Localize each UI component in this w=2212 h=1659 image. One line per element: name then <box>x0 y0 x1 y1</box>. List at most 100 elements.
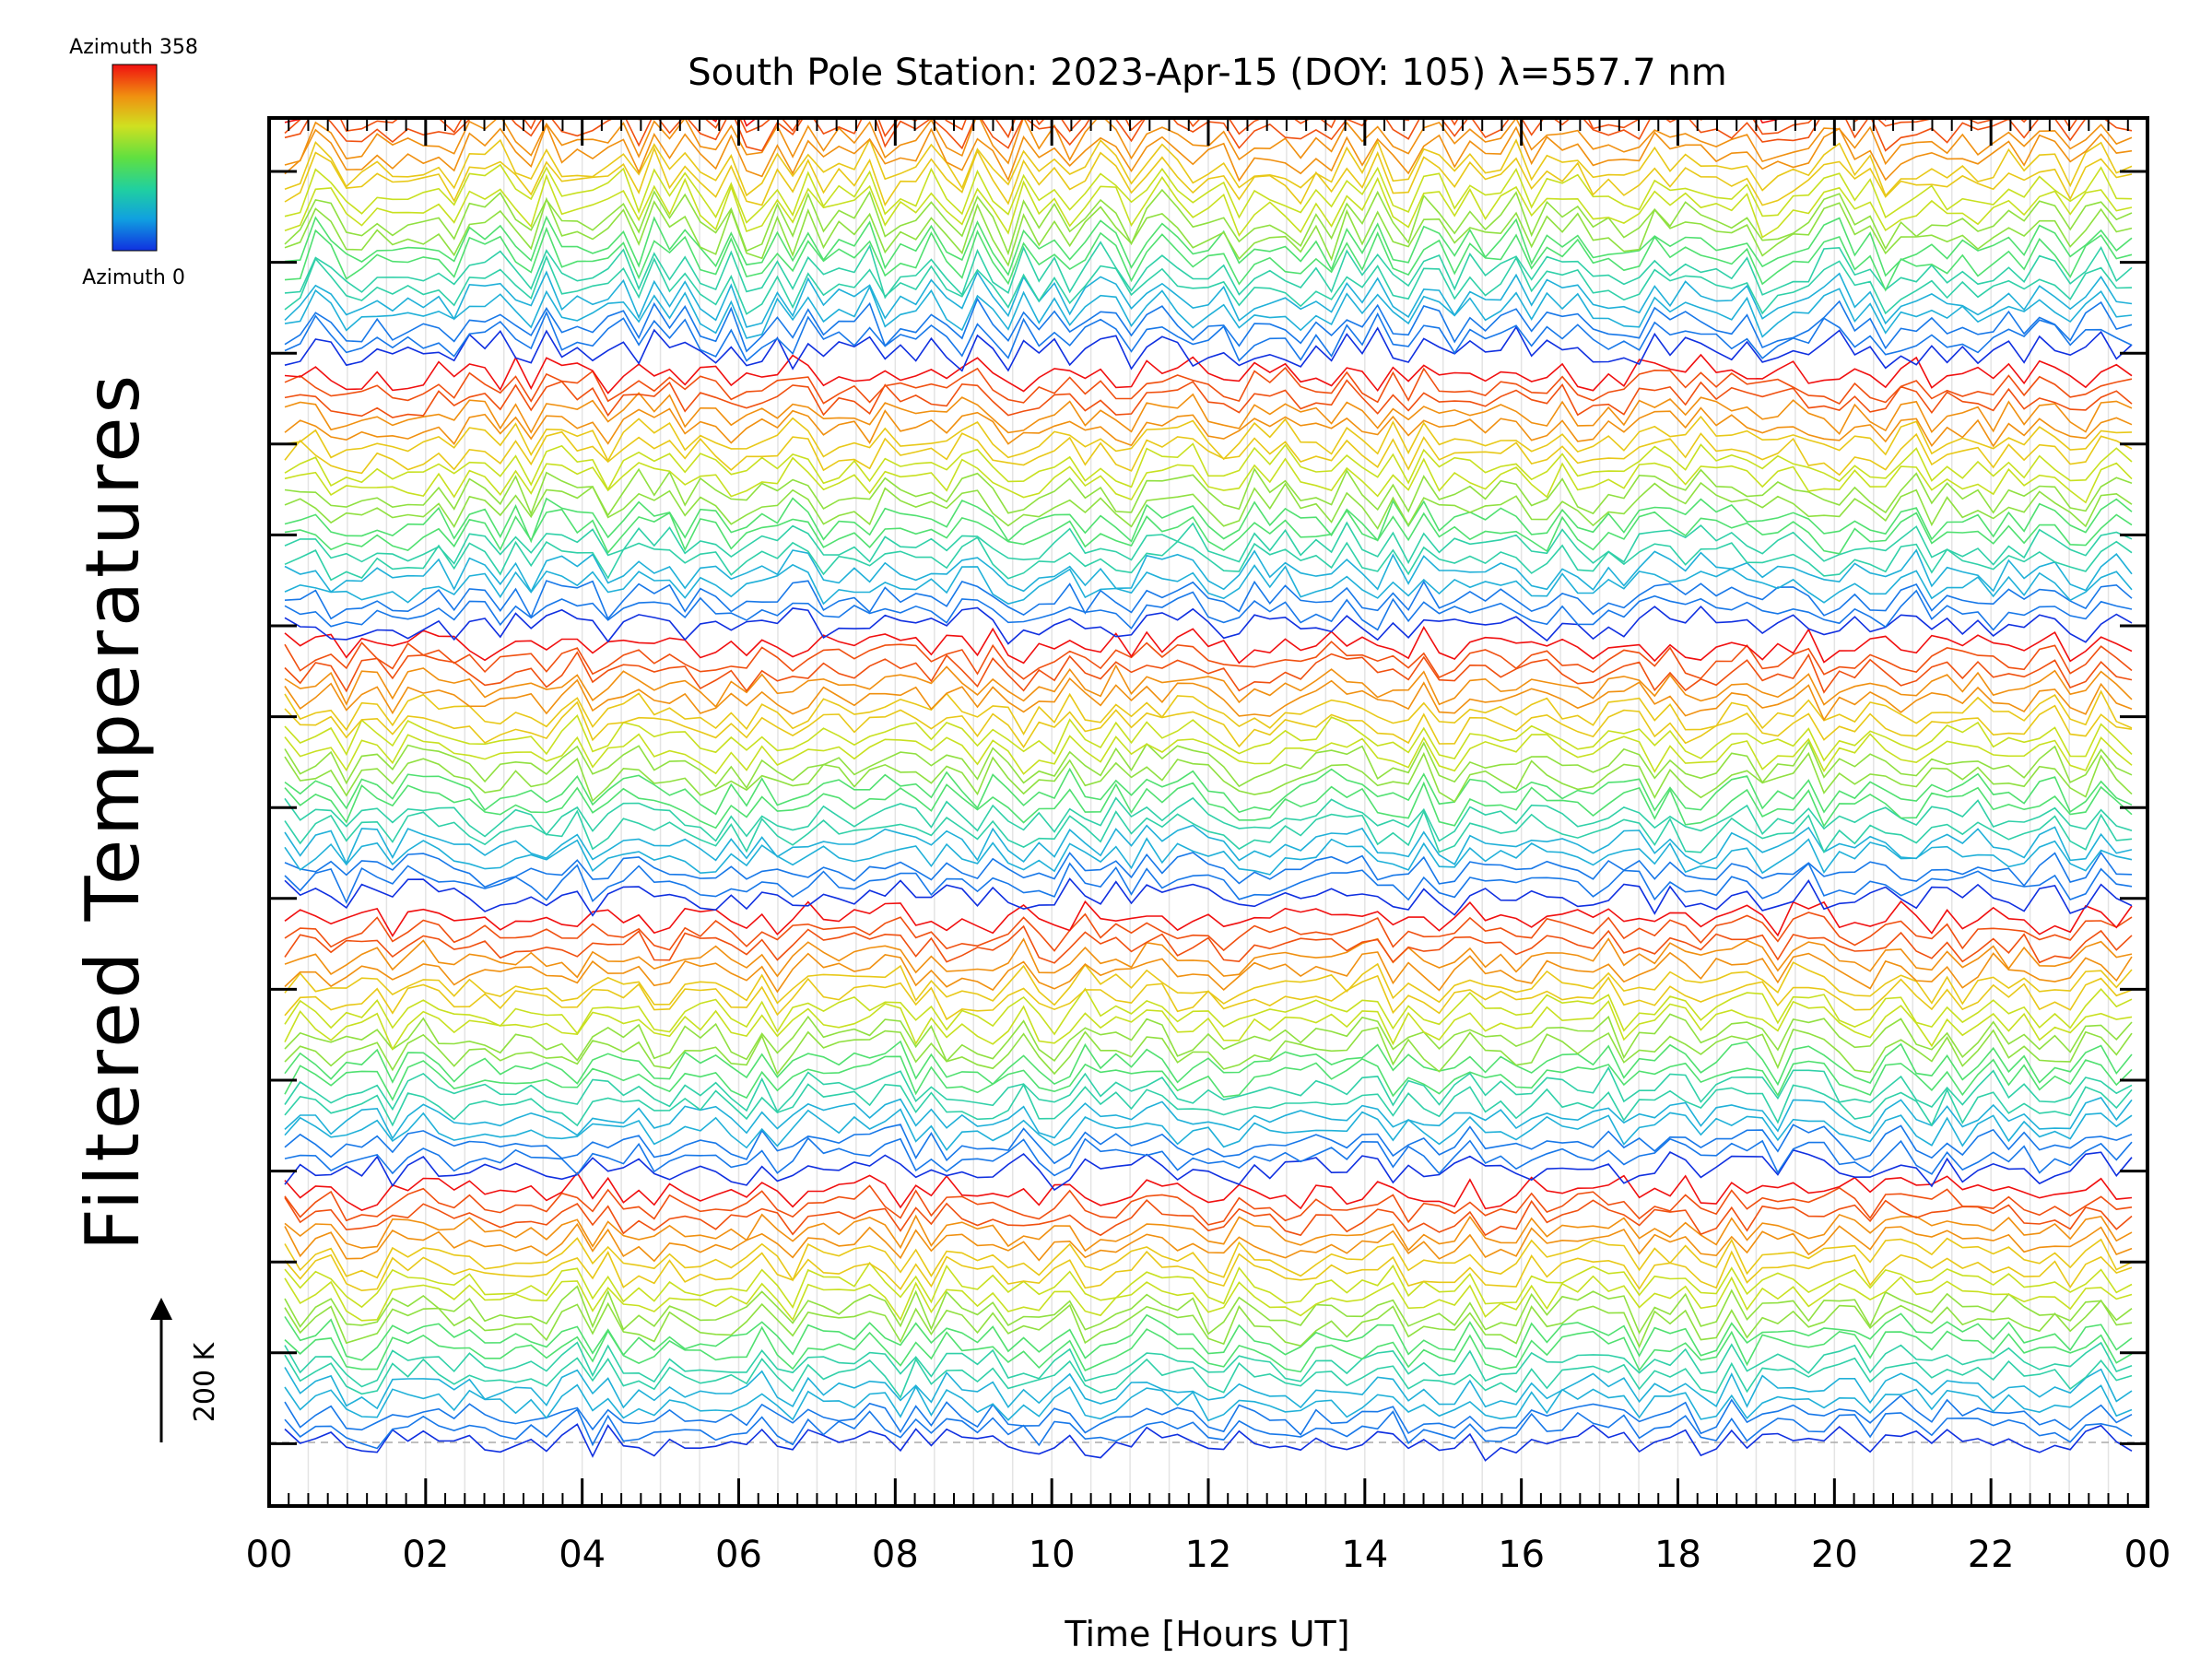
temperature-trace <box>284 781 2133 830</box>
temperature-trace <box>284 625 2133 665</box>
temperature-trace <box>284 392 2133 436</box>
temperature-trace <box>284 188 2133 256</box>
x-tick-label: 00 <box>2124 1534 2171 1576</box>
x-tick-label: 10 <box>1029 1534 1076 1576</box>
temperature-trace <box>284 1367 2133 1410</box>
temperature-trace <box>284 1171 2133 1211</box>
temperature-trace <box>284 809 2133 854</box>
temperature-trace <box>284 1055 2133 1101</box>
temperature-trace <box>284 215 2133 277</box>
temperature-trace <box>284 862 2133 904</box>
temperature-trace <box>284 1341 2133 1388</box>
temperature-trace <box>285 0 2132 4</box>
temperature-trace <box>284 1250 2133 1292</box>
temperature-trace <box>284 1108 2133 1152</box>
temperature-trace <box>284 1040 2133 1087</box>
x-tick-label: 14 <box>1341 1534 1388 1576</box>
temperature-trace <box>284 415 2133 463</box>
x-tick-label: 02 <box>402 1534 449 1576</box>
temperature-trace <box>285 0 2132 41</box>
temperature-trace <box>285 0 2132 53</box>
temperature-trace <box>284 751 2133 803</box>
temperature-trace <box>284 1136 2133 1177</box>
temperature-trace <box>284 851 2133 888</box>
temperature-trace <box>285 0 2132 29</box>
temperature-trace <box>284 196 2133 267</box>
temperature-trace <box>284 877 2133 917</box>
temperature-trace <box>284 1026 2133 1076</box>
colorbar-top-label: Azimuth 358 <box>69 36 198 59</box>
temperature-trace <box>284 1285 2133 1335</box>
axis-ticks <box>267 118 2149 1506</box>
temperature-trace <box>284 285 2133 339</box>
temperature-trace <box>284 837 2133 876</box>
temperature-trace <box>284 961 2133 1006</box>
temperature-trace <box>284 900 2133 937</box>
x-tick-label: 20 <box>1811 1534 1858 1576</box>
temperature-trace <box>284 270 2133 328</box>
temperature-trace <box>284 589 2133 631</box>
temperature-trace <box>284 677 2133 722</box>
temperature-trace <box>284 1325 2133 1373</box>
colorbar <box>112 64 158 252</box>
temperature-trace <box>284 713 2133 762</box>
temperature-trace <box>284 456 2133 504</box>
x-tick-label: 06 <box>715 1534 762 1576</box>
temperature-trace <box>284 1423 2133 1462</box>
temperature-trace <box>284 467 2133 517</box>
temperature-trace <box>284 536 2133 582</box>
traces <box>284 0 2133 1462</box>
temperature-trace <box>284 1299 2133 1349</box>
temperature-trace <box>284 733 2133 775</box>
x-tick-label: 12 <box>1185 1534 1232 1576</box>
temperature-trace <box>284 1408 2133 1450</box>
temperature-trace <box>284 1275 2133 1322</box>
x-tick-label: 16 <box>1498 1534 1545 1576</box>
temperature-trace <box>284 497 2133 544</box>
temperature-trace <box>284 508 2133 555</box>
temperature-trace <box>284 740 2133 790</box>
temperature-trace <box>284 937 2133 979</box>
temperature-trace <box>284 1222 2133 1263</box>
temperature-trace <box>284 325 2133 372</box>
temperature-trace <box>284 1013 2133 1063</box>
x-axis-label: Time [Hours UT] <box>1064 1614 1349 1654</box>
temperature-trace <box>284 379 2133 418</box>
temperature-trace <box>284 1196 2133 1237</box>
temperature-trace <box>284 1312 2133 1361</box>
temperature-trace <box>284 226 2133 292</box>
temperature-trace <box>284 580 2133 620</box>
temperature-trace <box>284 1000 2133 1051</box>
chart-title: South Pole Station: 2023-Apr-15 (DOY: 10… <box>688 52 1726 94</box>
temperature-trace <box>284 442 2133 491</box>
y-axis-label: Filtered Temperatures <box>70 371 156 1251</box>
x-tick-label: 22 <box>1968 1534 2015 1576</box>
temperature-trace <box>284 605 2133 645</box>
temperature-trace <box>284 641 2133 680</box>
temperature-trace <box>284 563 2133 606</box>
temperature-trace <box>284 1213 2133 1253</box>
temperature-trace <box>284 1354 2133 1399</box>
colorbar-bottom-label: Azimuth 0 <box>82 266 185 289</box>
temperature-trace <box>285 0 2132 16</box>
temperature-trace <box>284 651 2133 694</box>
temperature-trace <box>284 548 2133 594</box>
scale-bar: 200 K <box>150 1298 221 1442</box>
temperature-trace <box>284 1261 2133 1309</box>
temperature-trace <box>284 1148 2133 1192</box>
temperature-trace <box>284 700 2133 748</box>
temperature-trace <box>284 430 2133 477</box>
temperature-trace <box>284 241 2133 300</box>
x-tick-label: 08 <box>872 1534 919 1576</box>
temperature-trace <box>284 1383 2133 1422</box>
temperature-trace <box>284 664 2133 708</box>
temperature-trace <box>284 1184 2133 1226</box>
temperature-trace <box>284 254 2133 315</box>
temperature-trace <box>284 137 2133 197</box>
temperature-trace <box>284 1065 2133 1113</box>
x-tick-label: 18 <box>1654 1534 1701 1576</box>
temperature-trace <box>284 123 2133 182</box>
temperature-trace <box>284 1237 2133 1282</box>
temperature-trace <box>284 1394 2133 1436</box>
